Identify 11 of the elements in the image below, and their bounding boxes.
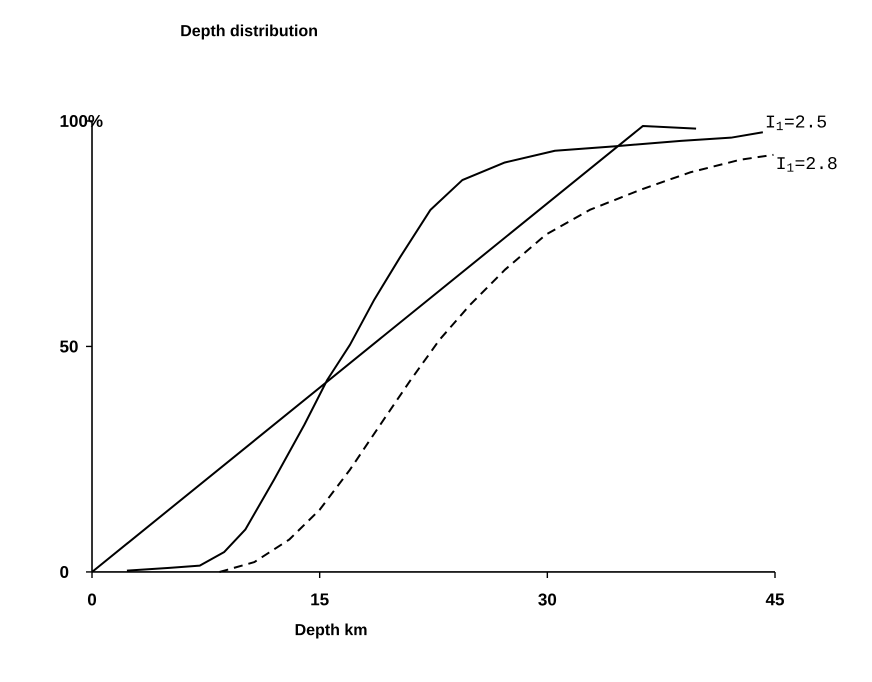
chart-title: Depth distribution <box>181 24 317 40</box>
x-tick-label: 45 <box>766 594 784 606</box>
series-label: I$_{1}$=2.8 <box>777 157 837 172</box>
x-tick-label: 30 <box>538 594 556 606</box>
x-axis-title: Depth km <box>296 624 367 638</box>
y-tick-label: 0 <box>60 566 68 578</box>
y-tick-label: 50 <box>60 340 78 353</box>
x-tick-label: 0 <box>88 594 96 606</box>
series-label: I$_{1}$=2.5 <box>766 115 826 130</box>
x-tick-label: 15 <box>311 594 329 606</box>
y-tick-label: 100% <box>60 114 103 128</box>
